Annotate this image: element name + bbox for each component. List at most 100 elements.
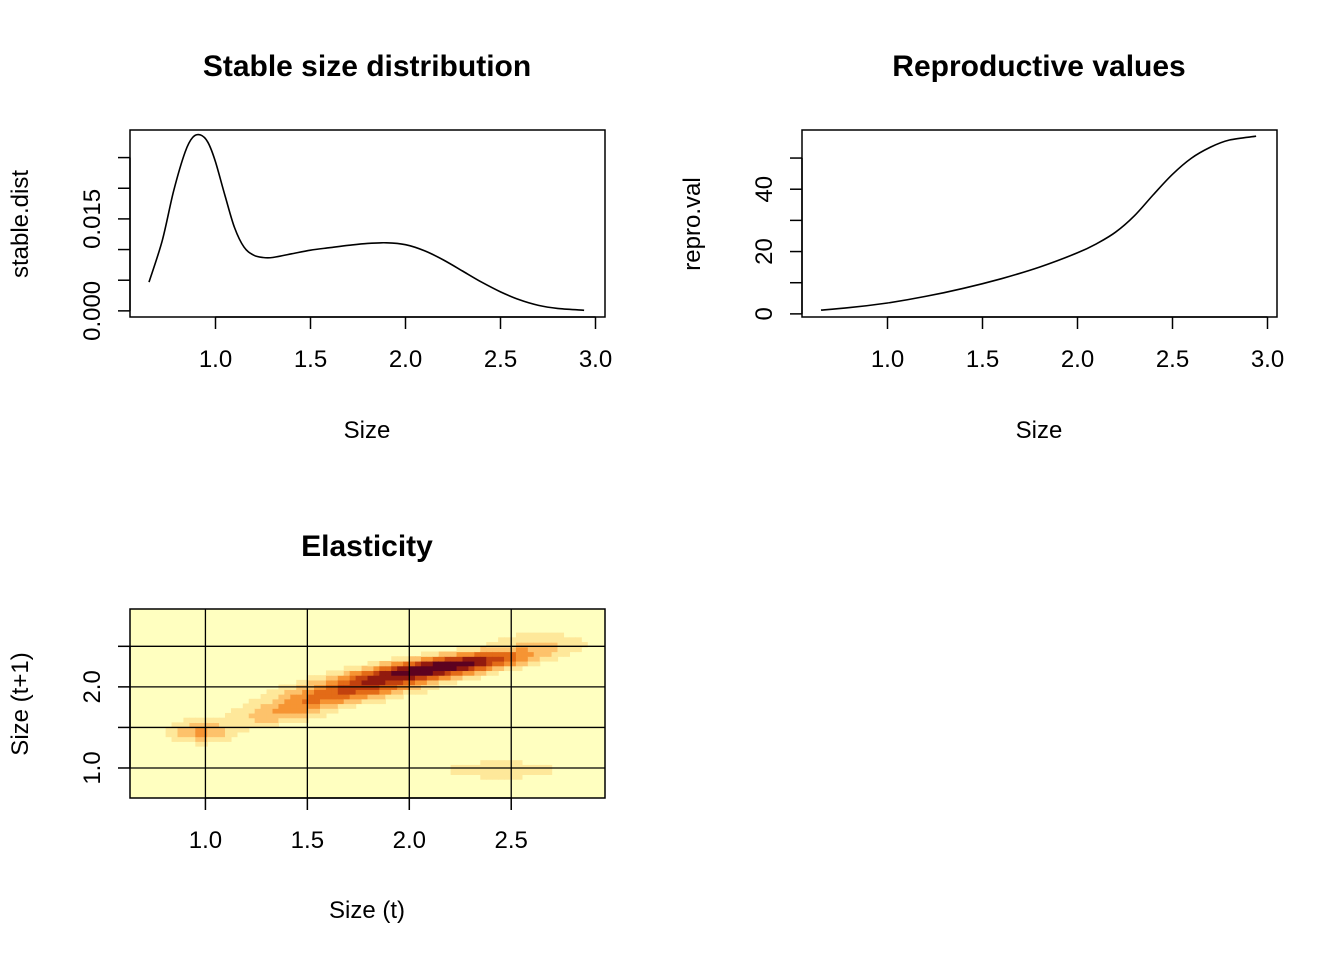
heatmap-cell [474, 769, 481, 775]
heatmap-cell [527, 646, 535, 653]
heatmap-cell [486, 665, 493, 672]
heatmap-cell [296, 712, 303, 719]
heatmap-cell [278, 717, 285, 723]
heatmap-cell [533, 656, 541, 662]
heatmap-cell [510, 774, 517, 780]
heatmap-cell [355, 665, 363, 672]
heatmap-cell [480, 665, 487, 672]
heatmap-cell [450, 679, 458, 686]
heatmap-cell [320, 694, 327, 700]
heatmap-cell [515, 642, 523, 648]
heatmap-cell [527, 656, 535, 662]
heatmap-cell [420, 679, 428, 686]
heatmap-cell [545, 656, 553, 662]
heatmap-cell [450, 651, 458, 657]
heatmap-cell [213, 727, 220, 733]
heatmap-cell [432, 656, 440, 662]
heatmap-cell [551, 642, 559, 648]
heatmap-cell [219, 731, 226, 738]
heatmap-cell [521, 632, 529, 638]
heatmap-cell [195, 727, 202, 733]
x-tick-label: 2.0 [393, 827, 426, 854]
heatmap-cell [527, 660, 535, 667]
heatmap-cell [367, 660, 375, 667]
heatmap-cell [343, 694, 351, 700]
heatmap-cell [260, 708, 268, 714]
heatmap-cell [480, 646, 487, 653]
heatmap-cell [474, 660, 481, 667]
heatmap-cell [420, 656, 428, 662]
heatmap-cell [498, 642, 505, 648]
heatmap-cell [557, 651, 565, 657]
heatmap-cell [432, 651, 440, 657]
x-axis: 1.0 1.5 2.0 2.5 3.0 [871, 316, 1284, 373]
heatmap-cell [504, 660, 511, 667]
y-axis-label: Size (t+1) [7, 652, 34, 755]
heatmap-cell [207, 731, 214, 738]
heatmap-cell [219, 727, 226, 733]
heatmap-cell [426, 665, 434, 672]
heatmap-cell [504, 637, 511, 643]
heatmap-cell [290, 712, 297, 719]
heatmap-cell [260, 717, 268, 723]
heatmap-cell [450, 665, 458, 672]
heatmap-cell [557, 642, 565, 648]
heatmap-cell [468, 656, 475, 662]
heatmap-cell [391, 675, 398, 681]
heatmap-cell [379, 694, 386, 700]
x-tick-label: 1.0 [199, 346, 232, 373]
heatmap-cell [308, 703, 315, 709]
heatmap-cell [438, 679, 446, 686]
heatmap-cell [302, 689, 309, 695]
heatmap-cell [551, 646, 559, 653]
x-tick-label: 2.0 [1061, 346, 1094, 373]
heatmap-cell [207, 722, 214, 728]
heatmap-cell [320, 679, 327, 686]
heatmap-cell [385, 694, 392, 700]
heatmap-cell [230, 712, 238, 719]
y-axis-label: repro.val [679, 177, 706, 270]
heatmap-cell [545, 637, 553, 643]
heatmap-cell [468, 665, 475, 672]
heatmap-cell [462, 646, 470, 653]
heatmap-cell [498, 656, 505, 662]
heatmap-cell [290, 698, 297, 705]
heatmap-cell [266, 689, 274, 695]
heatmap-cell [266, 703, 274, 709]
x-axis: 1.0 1.5 2.0 2.5 3.0 [199, 316, 612, 373]
heatmap-cell [515, 760, 523, 766]
heatmap-cell [373, 675, 380, 681]
heatmap-cell [213, 731, 220, 738]
heatmap-cell [302, 694, 309, 700]
heatmap-cell [492, 670, 499, 676]
heatmap-cell [272, 698, 280, 705]
y-axis: 0.000 0.015 [79, 156, 131, 341]
heatmap-cell [331, 675, 339, 681]
x-tick-label: 2.5 [484, 346, 517, 373]
heatmap-cell [545, 642, 553, 648]
heatmap-cell [248, 722, 256, 728]
heatmap-cell [236, 717, 244, 723]
heatmap-cell [361, 698, 369, 705]
heatmap-cell [337, 679, 345, 686]
heatmap-cell [349, 703, 357, 709]
heatmap-cell [468, 651, 475, 657]
heatmap-cell [438, 675, 446, 681]
y-tick-label: 20 [751, 238, 778, 265]
heatmap-cell [325, 679, 333, 686]
heatmap-cell [284, 712, 291, 719]
heatmap-cell [409, 689, 416, 695]
heatmap-cell [337, 670, 345, 676]
heatmap-cell [403, 679, 410, 686]
heatmap-cell [432, 679, 440, 686]
chart-title: Reproductive values [892, 50, 1185, 83]
heatmap-cell [296, 708, 303, 714]
heatmap-cell [343, 670, 351, 676]
heatmap-cell [557, 637, 565, 643]
heatmap-cell [213, 722, 220, 728]
heatmap-cell [527, 651, 535, 657]
heatmap-cell [557, 646, 565, 653]
heatmap-cell [569, 646, 576, 653]
heatmap-cell [308, 694, 315, 700]
heatmap-cell [557, 632, 565, 638]
